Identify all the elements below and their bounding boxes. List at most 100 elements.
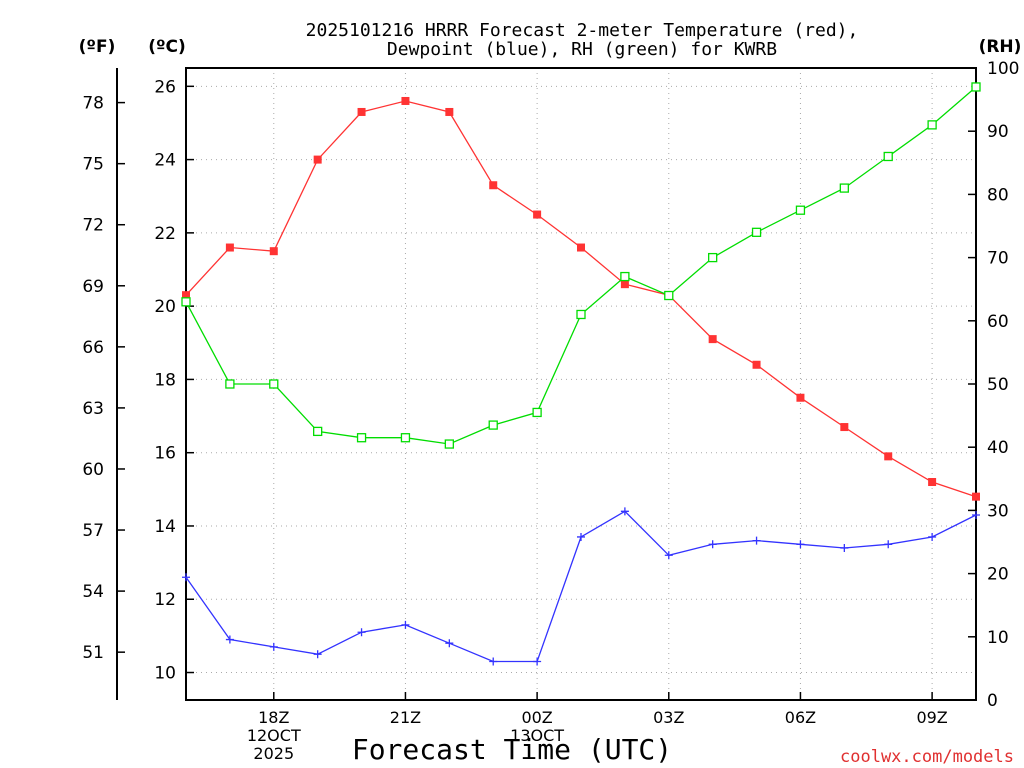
- data-point: [928, 478, 937, 487]
- data-point: [269, 642, 278, 651]
- fahrenheit-tick-label: 72: [82, 216, 104, 236]
- celsius-tick-label: 16: [154, 444, 176, 464]
- fahrenheit-tick-label: 60: [82, 460, 104, 480]
- fahrenheit-tick-label: 75: [82, 155, 104, 175]
- data-point: [796, 540, 805, 549]
- celsius-unit-label: (ºC): [148, 37, 186, 57]
- data-point: [752, 536, 761, 545]
- data-point: [708, 335, 717, 344]
- data-point: [181, 297, 191, 307]
- data-point: [182, 291, 190, 300]
- data-point: [225, 635, 234, 644]
- fahrenheit-tick-label: 51: [82, 643, 104, 663]
- data-point: [796, 393, 805, 402]
- data-point: [401, 620, 410, 629]
- rh-unit-label: (RH): [979, 37, 1022, 57]
- data-point: [269, 247, 278, 256]
- rh-tick-label: 10: [987, 628, 1009, 648]
- data-point: [577, 243, 585, 252]
- data-point: [533, 210, 542, 219]
- data-point: [795, 205, 806, 215]
- data-point: [708, 252, 718, 263]
- time-tick-label: 18Z: [258, 708, 289, 727]
- time-tick-label: 2025: [253, 744, 294, 763]
- series-dewpoint: [182, 507, 980, 666]
- celsius-tick-label: 20: [154, 297, 176, 317]
- data-point: [313, 155, 322, 164]
- data-point: [839, 183, 849, 193]
- data-point: [313, 426, 323, 437]
- data-point: [972, 492, 980, 501]
- time-tick-label: 13OCT: [510, 726, 564, 745]
- data-point: [489, 657, 498, 666]
- data-point: [225, 379, 235, 389]
- data-point: [577, 532, 585, 541]
- data-point: [664, 290, 674, 301]
- data-point: [313, 650, 322, 659]
- series-rh: [181, 82, 981, 449]
- data-point: [533, 657, 542, 666]
- data-point: [928, 532, 937, 541]
- data-point: [576, 309, 586, 320]
- celsius-tick-label: 26: [154, 77, 176, 97]
- celsius-tick-label: 24: [154, 151, 176, 171]
- fahrenheit-tick-label: 57: [82, 521, 104, 541]
- data-point: [884, 540, 893, 549]
- data-point: [489, 181, 498, 190]
- data-point: [400, 433, 411, 443]
- data-point: [445, 639, 454, 648]
- rh-tick-label: 30: [987, 501, 1009, 521]
- celsius-tick-label: 18: [154, 370, 176, 390]
- data-point: [751, 227, 762, 237]
- time-tick-label: 03Z: [653, 708, 684, 727]
- data-point: [620, 507, 629, 516]
- chart-title-line-1: 2025101216 HRRR Forecast 2-meter Tempera…: [306, 20, 859, 41]
- fahrenheit-tick-label: 63: [82, 399, 104, 419]
- rh-tick-label: 20: [987, 565, 1009, 585]
- rh-tick-label: 90: [987, 122, 1009, 142]
- data-point: [927, 120, 937, 130]
- data-point: [445, 107, 454, 116]
- data-point: [884, 452, 893, 461]
- data-point: [182, 573, 190, 582]
- celsius-tick-label: 22: [154, 224, 176, 244]
- data-point: [883, 151, 893, 162]
- fahrenheit-axis: 51 54 57 60 63 66 69 72 75 78: [82, 94, 125, 663]
- fahrenheit-unit-label: (ºF): [79, 37, 116, 57]
- series-line: [185, 100, 977, 498]
- series-line: [185, 86, 977, 445]
- celsius-axis: 10 12 14 16 18 20 22 24 26: [154, 77, 194, 684]
- data-point: [225, 243, 234, 252]
- fahrenheit-tick-label: 69: [82, 277, 104, 297]
- data-point: [444, 439, 454, 449]
- rh-tick-label: 50: [987, 375, 1009, 395]
- data-point: [752, 360, 761, 369]
- rh-tick-label: 80: [987, 185, 1009, 205]
- rh-tick-label: 100: [987, 59, 1019, 79]
- rh-tick-label: 60: [987, 312, 1009, 332]
- celsius-tick-label: 12: [154, 590, 176, 610]
- rh-axis: 0 10 20 30 40 50 60 70 80 90 100: [968, 59, 1019, 711]
- data-point: [708, 540, 717, 549]
- time-tick-label: 00Z: [521, 708, 552, 727]
- fahrenheit-tick-label: 66: [82, 338, 104, 358]
- rh-tick-label: 40: [987, 438, 1009, 458]
- time-tick-label: 12OCT: [247, 726, 301, 745]
- x-axis-title: Forecast Time (UTC): [352, 733, 672, 766]
- series-2-meter-temperature: [182, 96, 980, 501]
- celsius-tick-label: 10: [154, 664, 176, 684]
- gridlines: [186, 68, 976, 700]
- data-point: [488, 420, 498, 430]
- fahrenheit-tick-label: 78: [82, 94, 104, 114]
- source-credit: coolwx.com/models: [840, 747, 1014, 767]
- fahrenheit-tick-label: 54: [82, 582, 104, 602]
- plot-frame: [185, 67, 977, 701]
- data-point: [971, 82, 981, 92]
- rh-tick-label: 70: [987, 249, 1009, 269]
- data-point: [356, 433, 367, 443]
- data-point: [357, 107, 366, 116]
- data-point: [532, 407, 542, 418]
- data-point: [840, 423, 849, 432]
